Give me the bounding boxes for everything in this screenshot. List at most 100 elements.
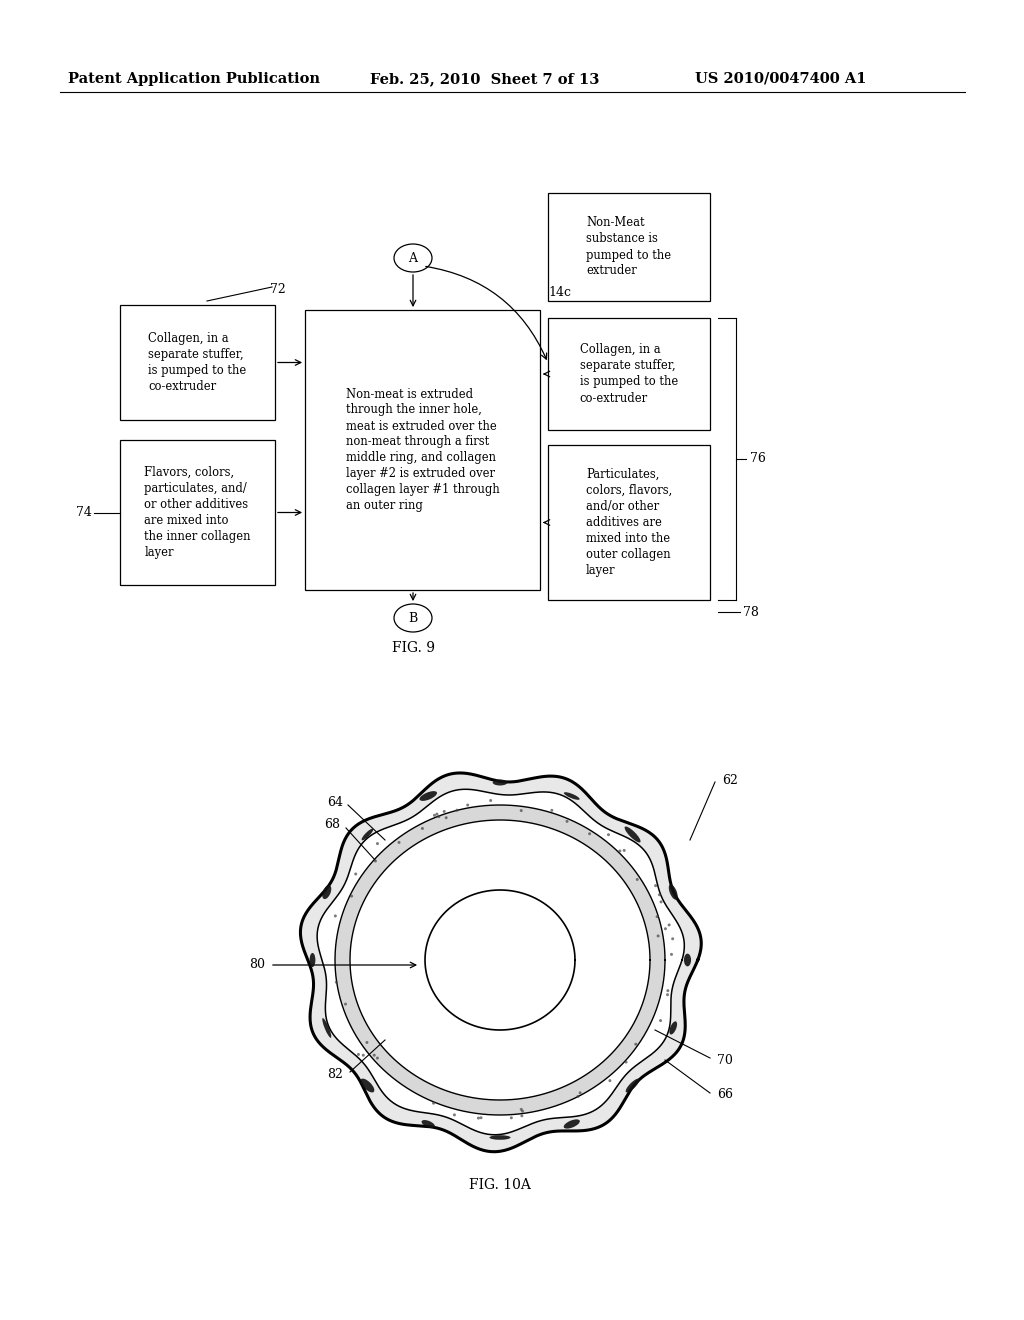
Text: Flavors, colors,
particulates, and/
or other additives
are mixed into
the inner : Flavors, colors, particulates, and/ or o… [144,466,251,558]
Ellipse shape [654,884,657,887]
Bar [548,193,710,301]
Ellipse shape [667,989,670,993]
Ellipse shape [521,1110,524,1113]
Ellipse shape [437,816,440,818]
Text: 74: 74 [76,506,92,519]
Polygon shape [300,774,701,1152]
Text: 76: 76 [750,453,766,466]
Ellipse shape [564,792,580,800]
Ellipse shape [361,829,373,841]
Ellipse shape [421,826,424,830]
Ellipse shape [510,1117,513,1119]
Ellipse shape [664,927,667,931]
Ellipse shape [309,953,315,968]
Ellipse shape [634,1043,637,1045]
Ellipse shape [623,849,626,851]
Text: 78: 78 [743,606,759,619]
Ellipse shape [335,981,338,983]
Ellipse shape [625,1060,628,1064]
Text: 62: 62 [722,774,738,787]
Ellipse shape [420,791,437,801]
Text: 68: 68 [324,818,340,832]
Ellipse shape [344,1003,347,1006]
Ellipse shape [655,915,658,919]
Ellipse shape [374,859,377,862]
Text: 72: 72 [270,282,286,296]
Bar [548,445,710,601]
Ellipse shape [477,1117,480,1119]
Text: Patent Application Publication: Patent Application Publication [68,73,319,86]
Ellipse shape [444,816,447,820]
Ellipse shape [565,820,568,822]
Ellipse shape [466,804,469,807]
Ellipse shape [577,1096,580,1098]
Ellipse shape [658,894,660,896]
Ellipse shape [608,1080,611,1082]
Ellipse shape [373,1053,376,1057]
Ellipse shape [493,780,507,785]
Ellipse shape [397,841,400,843]
Ellipse shape [668,924,671,927]
Ellipse shape [361,1053,365,1057]
Text: B: B [409,611,418,624]
Ellipse shape [366,1041,369,1044]
Text: Particulates,
colors, flavors,
and/or other
additives are
mixed into the
outer c: Particulates, colors, flavors, and/or ot… [586,469,672,577]
Ellipse shape [670,953,673,956]
Ellipse shape [684,953,691,966]
Ellipse shape [520,809,522,812]
Ellipse shape [357,1053,360,1056]
Text: 66: 66 [717,1089,733,1101]
Ellipse shape [453,1113,456,1117]
Ellipse shape [520,1107,523,1111]
Text: Feb. 25, 2010  Sheet 7 of 13: Feb. 25, 2010 Sheet 7 of 13 [370,73,599,86]
Ellipse shape [479,1117,482,1119]
Ellipse shape [671,937,674,940]
Ellipse shape [422,1121,435,1129]
Text: Collagen, in a
separate stuffer,
is pumped to the
co-extruder: Collagen, in a separate stuffer, is pump… [580,343,678,404]
Bar [548,318,710,430]
Ellipse shape [323,1018,332,1038]
Text: 80: 80 [249,958,265,972]
Ellipse shape [618,850,622,853]
Text: A: A [409,252,418,264]
Text: 82: 82 [327,1068,343,1081]
Ellipse shape [489,799,493,803]
Ellipse shape [670,1022,677,1035]
Bar [120,305,275,420]
Ellipse shape [334,915,337,917]
Polygon shape [335,805,665,1115]
Ellipse shape [489,1135,511,1139]
Ellipse shape [323,884,332,899]
Ellipse shape [656,935,659,937]
Ellipse shape [376,842,379,845]
Ellipse shape [520,1114,523,1117]
Ellipse shape [626,1078,640,1093]
Text: 70: 70 [717,1053,733,1067]
Text: Non-Meat
substance is
pumped to the
extruder: Non-Meat substance is pumped to the extr… [587,216,672,277]
Bar [120,440,275,585]
Ellipse shape [350,895,353,898]
Bar [305,310,540,590]
Text: FIG. 9: FIG. 9 [391,642,434,655]
Ellipse shape [432,1102,435,1105]
Ellipse shape [563,1119,580,1129]
Ellipse shape [433,814,436,817]
Ellipse shape [360,1078,375,1093]
Ellipse shape [456,809,459,812]
Ellipse shape [579,1092,582,1094]
Ellipse shape [666,993,669,997]
Ellipse shape [659,900,663,903]
Ellipse shape [354,873,357,875]
Ellipse shape [588,832,591,836]
Ellipse shape [550,809,553,812]
Text: FIG. 10A: FIG. 10A [469,1177,530,1192]
Text: Non-meat is extruded
through the inner hole,
meat is extruded over the
non-meat : Non-meat is extruded through the inner h… [346,388,500,512]
Text: 64: 64 [327,796,343,808]
Ellipse shape [607,833,610,836]
Text: US 2010/0047400 A1: US 2010/0047400 A1 [695,73,866,86]
Ellipse shape [669,884,678,900]
Ellipse shape [625,826,641,842]
Ellipse shape [435,813,438,816]
Ellipse shape [376,1056,379,1060]
Text: 14c: 14c [548,285,571,298]
